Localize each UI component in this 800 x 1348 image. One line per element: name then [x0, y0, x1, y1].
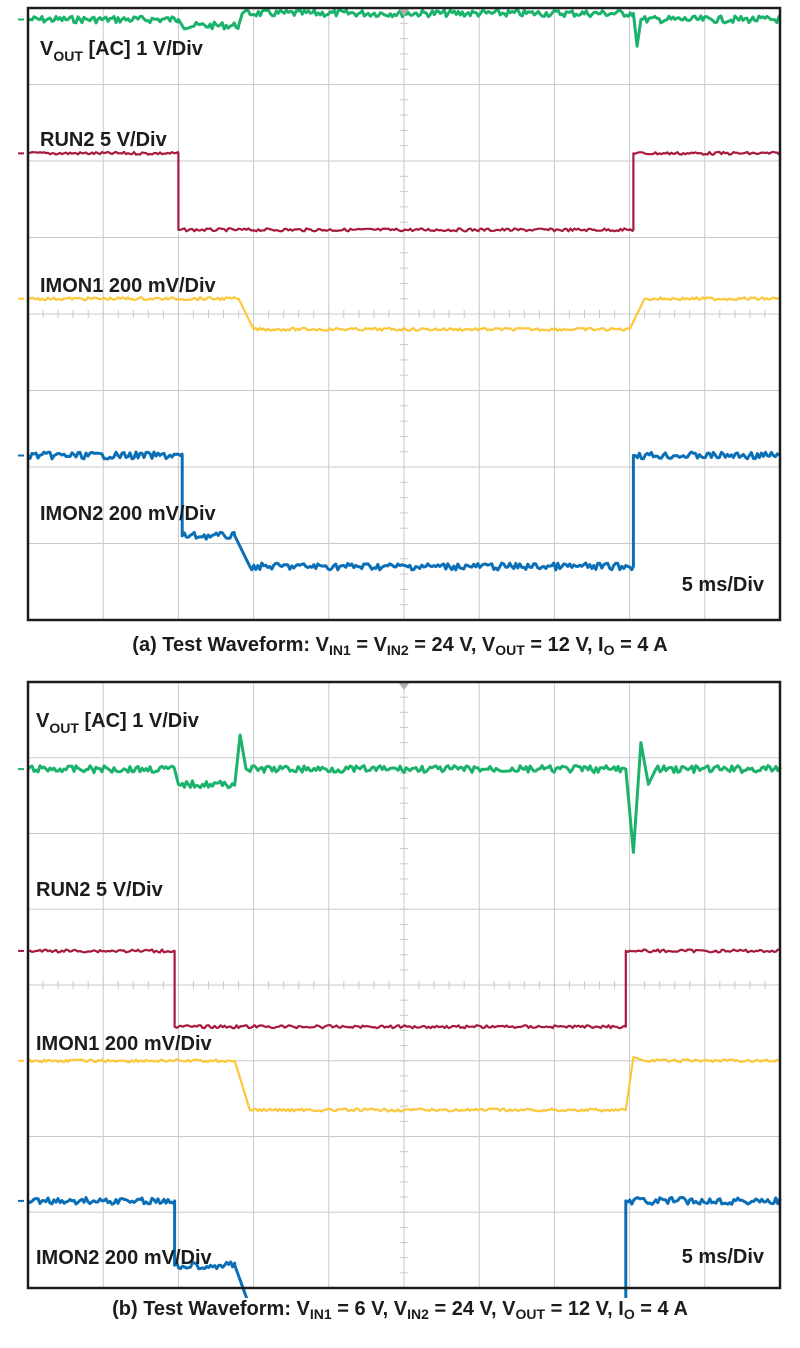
caption-b: (b) Test Waveform: VIN1 = 6 V, VIN2 = 24…: [112, 1298, 688, 1322]
caption-a: (a) Test Waveform: VIN1 = VIN2 = 24 V, V…: [132, 634, 668, 658]
label-run2: RUN2 5 V/Div: [36, 879, 164, 901]
trace-run2: [27, 150, 782, 233]
label-timebase: 5 ms/Div: [682, 1246, 765, 1268]
trigger-marker: [398, 682, 410, 690]
scope-plot-a: VOUT [AC] 1 V/Div RUN2 5 V/Div IMON1 200…: [18, 6, 782, 622]
trace-run2: [27, 948, 782, 1030]
scope-frame: [26, 6, 782, 622]
trigger-marker: [398, 8, 410, 16]
trace-imon2: [26, 450, 781, 572]
trace-vout: [27, 8, 782, 48]
label-imon1: IMON1 200 mV/Div: [40, 275, 217, 297]
label-vout: VOUT [AC] 1 V/Div: [36, 710, 200, 736]
trace-imon2: [27, 1196, 782, 1298]
label-imon2: IMON2 200 mV/Div: [36, 1247, 213, 1269]
trace-imon1: [27, 296, 781, 332]
scope-plot-b: VOUT [AC] 1 V/Div RUN2 5 V/Div IMON1 200…: [18, 680, 782, 1298]
panel-a: VOUT [AC] 1 V/Div RUN2 5 V/Div IMON1 200…: [18, 6, 782, 658]
label-imon1: IMON1 200 mV/Div: [36, 1033, 213, 1055]
trace-imon1: [27, 1055, 781, 1113]
label-vout: VOUT [AC] 1 V/Div: [40, 38, 204, 64]
scope-frame: [26, 680, 782, 1290]
label-run2: RUN2 5 V/Div: [40, 129, 168, 151]
label-imon2: IMON2 200 mV/Div: [40, 503, 217, 525]
panel-b: VOUT [AC] 1 V/Div RUN2 5 V/Div IMON1 200…: [0, 674, 800, 1348]
trace-vout: [26, 733, 782, 854]
label-timebase: 5 ms/Div: [682, 574, 765, 596]
